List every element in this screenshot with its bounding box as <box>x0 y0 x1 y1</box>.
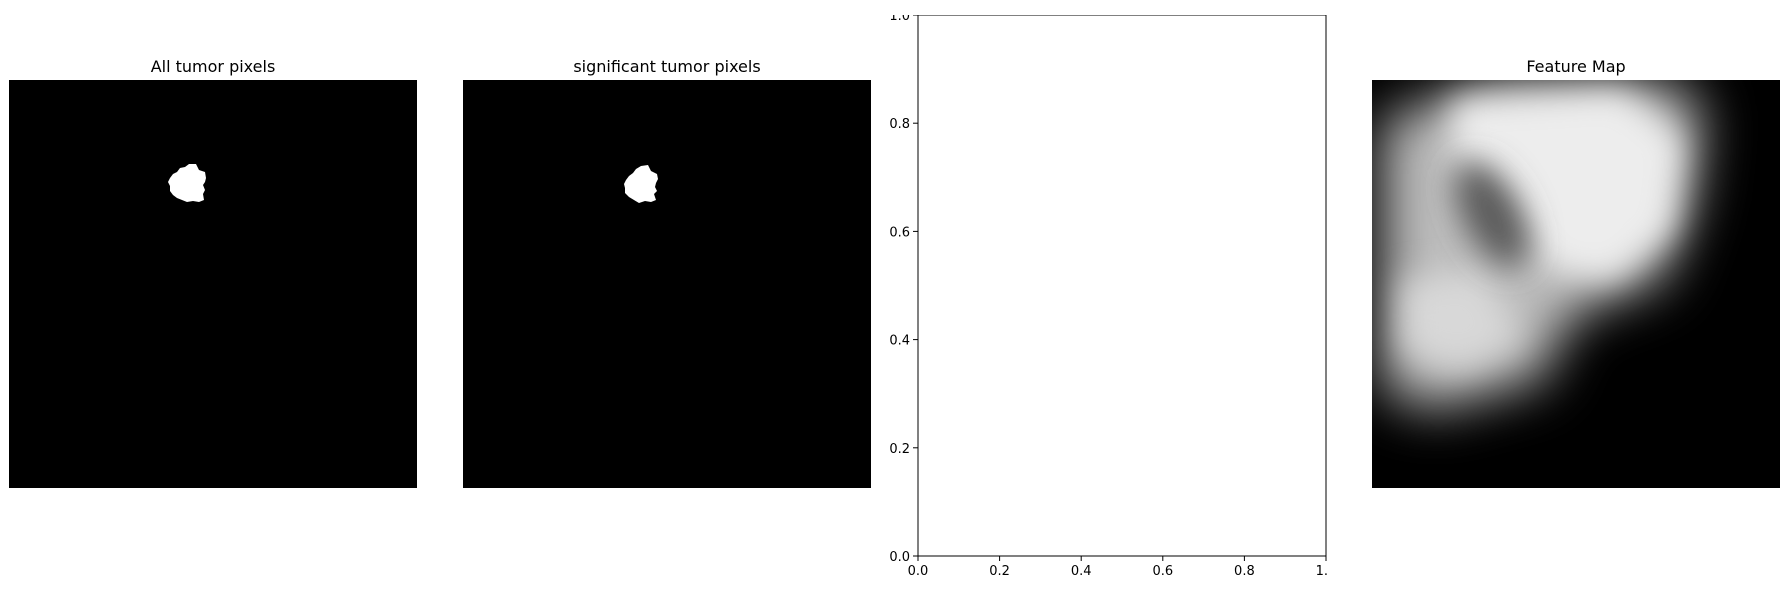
y-tick-label: 0.6 <box>889 225 910 240</box>
y-tick-label: 0.4 <box>889 334 910 349</box>
x-tick-label: 0.8 <box>1234 564 1255 575</box>
axes-frame <box>918 15 1326 556</box>
x-tick-label: 0.4 <box>1071 564 1092 575</box>
x-tick-label: 0.2 <box>989 564 1010 575</box>
panel-title-feature-map: Feature Map <box>1372 57 1780 76</box>
all-tumor-pixels-image <box>9 80 417 488</box>
y-tick-label: 0.2 <box>889 442 910 457</box>
feature-map-svg <box>1372 80 1780 488</box>
significant-mask-svg <box>463 80 871 488</box>
panel-title-all-tumor: All tumor pixels <box>9 57 417 76</box>
panel-title-significant-tumor: significant tumor pixels <box>463 57 871 76</box>
y-tick-label: 0.0 <box>889 550 910 565</box>
empty-axes: 0.00.20.40.60.81.00.00.20.40.60.81.0 <box>918 15 1326 556</box>
x-tick-label: 0.0 <box>908 564 929 575</box>
significant-tumor-pixels-image <box>463 80 871 488</box>
feature-map-image <box>1372 80 1780 488</box>
empty-axes-svg: 0.0 0.2 0.4 0.6 0.8 1.0 0.0 0.2 0.4 0.6 0.8 1.0 <box>868 15 1328 575</box>
tumor-mask-svg <box>9 80 417 488</box>
x-tick-label: 0.6 <box>1152 564 1173 575</box>
x-tick-label: 1.0 <box>1316 564 1328 575</box>
y-tick-label: 1.0 <box>889 15 910 24</box>
y-tick-label: 0.8 <box>889 117 910 132</box>
